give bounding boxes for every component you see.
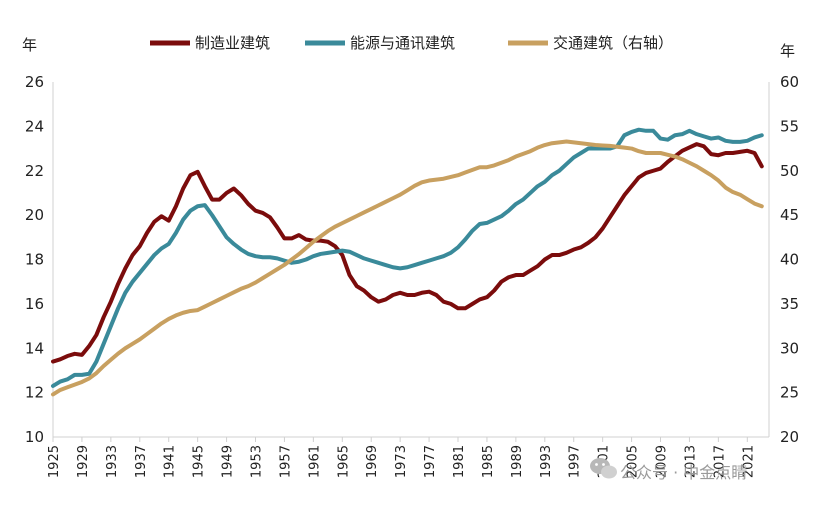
legend: 制造业建筑 能源与通讯建筑 交通建筑（右轴） <box>150 34 673 52</box>
x-tick-label: 1957 <box>278 445 293 478</box>
watermark: 公众号 · 中金点睛 <box>590 458 747 482</box>
right-axis-unit: 年 <box>780 42 795 60</box>
y-right-tick-label: 35 <box>780 295 799 313</box>
y-left-tick-label: 16 <box>25 295 44 313</box>
x-tick-label: 1973 <box>394 445 409 478</box>
x-tick-label: 1981 <box>452 445 467 478</box>
y-right-tick-label: 30 <box>780 339 799 357</box>
y-right-tick-label: 45 <box>780 206 799 224</box>
x-tick-label: 1945 <box>192 445 207 478</box>
y-right-tick-label: 40 <box>780 251 799 269</box>
series-line-2 <box>51 127 764 388</box>
y-left-tick-label: 20 <box>25 206 44 224</box>
series-line-1 <box>51 142 764 364</box>
x-tick-label: 1961 <box>307 445 322 478</box>
y-right-tick-label: 20 <box>780 428 799 446</box>
x-tick-label: 1969 <box>365 445 380 478</box>
x-tick-label: 1953 <box>250 445 265 478</box>
y-left-tick-label: 14 <box>25 339 44 357</box>
x-tick-label: 1989 <box>510 445 525 478</box>
series-line-3 <box>51 139 764 397</box>
wechat-icon <box>590 458 617 479</box>
y-left-tick-label: 18 <box>25 251 44 269</box>
x-tick-label: 1929 <box>76 445 91 478</box>
x-tick-label: 1997 <box>568 445 583 478</box>
x-tick-label: 1977 <box>423 445 438 478</box>
legend-label: 制造业建筑 <box>195 34 270 52</box>
y-left-tick-label: 26 <box>25 73 44 91</box>
y-right-tick-label: 60 <box>780 73 799 91</box>
series-lines <box>51 127 764 397</box>
y-left-tick-label: 12 <box>25 384 44 402</box>
x-tick-label: 1985 <box>481 445 496 478</box>
x-tick-label: 2013 <box>683 445 698 478</box>
y-right-axis: 20 25 30 35 40 45 50 55 60 <box>780 73 799 446</box>
x-tick-label: 1933 <box>105 445 120 478</box>
y-right-tick-label: 55 <box>780 117 799 135</box>
y-left-axis: 10 12 14 16 18 20 22 24 26 <box>25 73 44 446</box>
x-axis: 1925 1929 1933 1937 1941 1945 1949 1953 1957 1961… <box>47 437 756 478</box>
legend-label: 能源与通讯建筑 <box>350 34 455 52</box>
x-tick-label: 2017 <box>712 445 727 478</box>
y-left-tick-label: 10 <box>25 428 44 446</box>
legend-label: 交通建筑（右轴） <box>553 34 673 52</box>
x-tick-label: 1937 <box>134 445 149 478</box>
y-right-tick-label: 50 <box>780 162 799 180</box>
x-tick-label: 1941 <box>163 445 178 478</box>
left-axis-unit: 年 <box>22 36 37 54</box>
y-left-tick-label: 22 <box>25 162 44 180</box>
x-tick-label: 1925 <box>47 445 62 478</box>
watermark-text: 公众号 · 中金点睛 <box>620 463 747 482</box>
x-tick-label: 2009 <box>655 445 670 478</box>
x-tick-label: 1993 <box>539 445 554 478</box>
y-right-tick-label: 25 <box>780 384 799 402</box>
x-tick-label: 2005 <box>626 445 641 478</box>
x-tick-label: 2021 <box>741 445 756 478</box>
x-tick-label: 1949 <box>221 445 236 478</box>
x-tick-label: 1965 <box>336 445 351 478</box>
y-left-tick-label: 24 <box>25 117 44 135</box>
